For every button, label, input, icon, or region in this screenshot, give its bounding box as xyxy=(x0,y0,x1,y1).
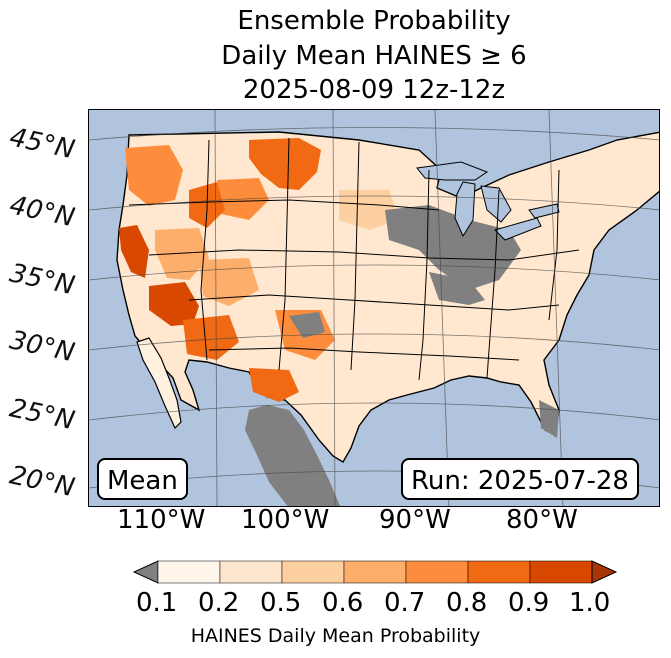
lat-label-35: 35°N xyxy=(6,258,78,302)
lat-label-40: 40°N xyxy=(6,190,78,234)
title-line-1: Ensemble Probability xyxy=(237,6,511,36)
colorbar xyxy=(132,560,618,584)
lon-label-110w: 110°W xyxy=(117,505,206,535)
colorbar-tick-0.9: 0.9 xyxy=(508,588,550,618)
mean-label-box: Mean xyxy=(97,458,188,500)
field-0.9-montana xyxy=(249,138,321,190)
probability-field xyxy=(119,138,399,402)
colorbar-label: HAINES Daily Mean Probability xyxy=(190,625,481,647)
lat-label-20: 20°N xyxy=(6,460,78,504)
colorbar-tick-0.6: 0.6 xyxy=(322,588,364,618)
colorbar-over-arrow xyxy=(591,560,618,584)
colorbar-segment-0 xyxy=(157,560,221,584)
lake-ontario xyxy=(528,203,560,219)
lon-label-90w: 90°W xyxy=(379,505,451,535)
missing-mississippi xyxy=(429,272,485,305)
missing-ohio-valley xyxy=(385,205,521,290)
lat-label-45: 45°N xyxy=(6,122,78,166)
colorbar-tick-0.7: 0.7 xyxy=(384,588,426,618)
colorbar-tick-0.8: 0.8 xyxy=(446,588,488,618)
colorbar-segment-6 xyxy=(529,560,593,584)
field-0.8-arizona xyxy=(183,315,239,360)
map-graphic xyxy=(89,110,659,506)
mexico-missing-data xyxy=(245,405,341,506)
colorbar-segment-4 xyxy=(405,560,469,584)
missing-data-areas xyxy=(289,205,559,438)
lat-label-30: 30°N xyxy=(6,325,78,369)
colorbar-tick-0.2: 0.2 xyxy=(198,588,240,618)
colorbar-under-arrow xyxy=(132,560,159,584)
colorbar-segments xyxy=(157,560,593,584)
colorbar-tick-1.0: 1.0 xyxy=(569,588,611,618)
missing-gulf-coast xyxy=(289,312,325,338)
field-0.7-oregon xyxy=(125,145,183,206)
title-line-2: Daily Mean HAINES ≥ 6 xyxy=(221,41,527,71)
great-lakes xyxy=(416,161,560,241)
colorbar-segment-3 xyxy=(343,560,407,584)
state-borders xyxy=(128,137,580,381)
map-panel xyxy=(88,109,660,507)
lon-label-100w: 100°W xyxy=(241,505,330,535)
field-0.9-ca-coast xyxy=(119,225,149,278)
colorbar-tick-0.5: 0.5 xyxy=(260,588,302,618)
lat-label-25: 25°N xyxy=(6,393,78,437)
lake-superior xyxy=(416,161,489,181)
baja-peninsula xyxy=(136,337,182,430)
colorbar-segment-5 xyxy=(467,560,531,584)
run-date-box: Run: 2025-07-28 xyxy=(401,458,639,500)
field-0.6-nevada xyxy=(155,228,209,280)
colorbar-segment-1 xyxy=(219,560,283,584)
colorbar-segment-2 xyxy=(281,560,345,584)
field-0.5-plains xyxy=(339,190,399,230)
lake-huron xyxy=(480,185,512,223)
field-0.8-chihuahua xyxy=(249,368,299,402)
lake-erie xyxy=(494,217,542,241)
title-line-3: 2025-08-09 12z-12z xyxy=(242,75,506,105)
lake-michigan xyxy=(454,181,476,238)
colorbar-tick-0.1: 0.1 xyxy=(136,588,178,618)
field-0.9-mojave xyxy=(149,282,199,326)
lon-label-80w: 80°W xyxy=(506,505,578,535)
